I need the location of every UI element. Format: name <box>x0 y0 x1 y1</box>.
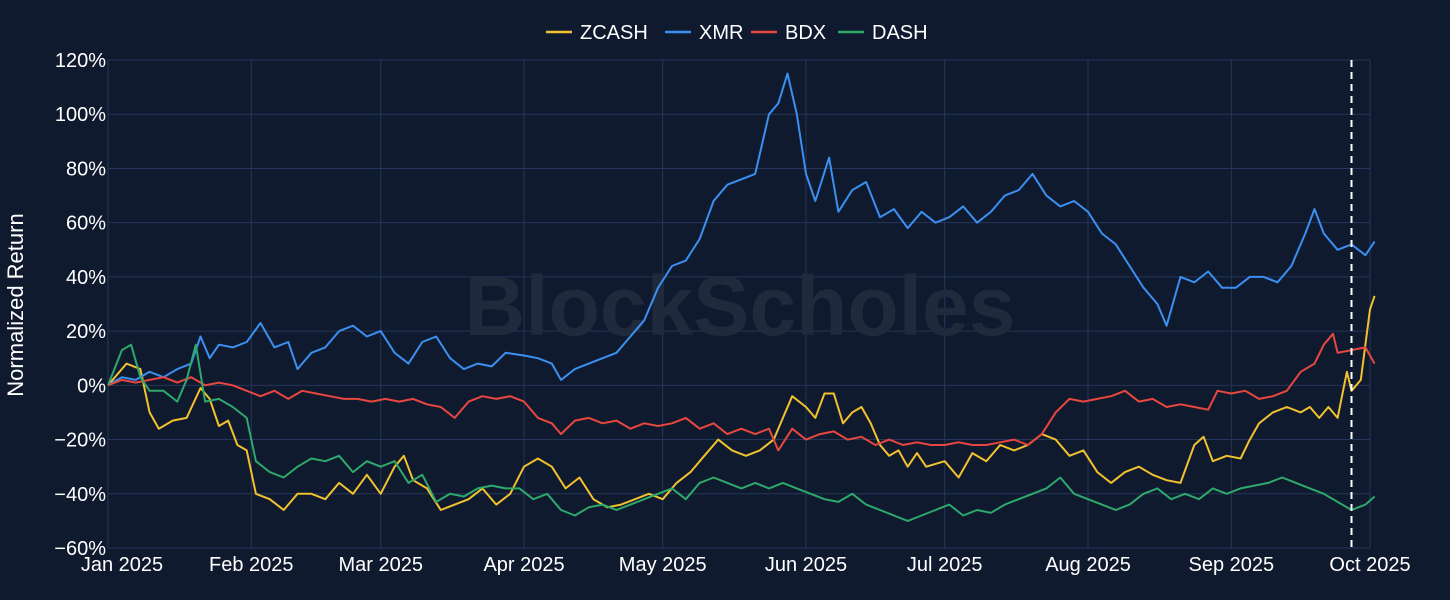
legend-label: XMR <box>699 22 743 44</box>
y-tick-label: 100% <box>55 104 106 126</box>
legend-item-bdx[interactable]: BDX <box>751 22 826 44</box>
legend: ZCASH XMR BDX DASH <box>546 22 928 44</box>
x-tick-label: Jun 2025 <box>765 554 847 576</box>
y-axis-title: Normalized Return <box>3 213 28 396</box>
legend-item-dash[interactable]: DASH <box>838 22 928 44</box>
legend-item-zcash[interactable]: ZCASH <box>546 22 648 44</box>
y-tick-label: 40% <box>66 267 106 289</box>
y-axis-tick-labels: −60% −40% −20% 0% 20% 40% 60% 80% 100% 120% <box>54 50 106 560</box>
y-tick-label: 0% <box>77 375 106 397</box>
horizontal-grid-lines <box>108 59 1370 549</box>
series-line-zcash <box>107 295 1376 511</box>
vertical-grid-lines <box>107 60 1371 548</box>
legend-label: BDX <box>785 22 826 44</box>
x-tick-label: Feb 2025 <box>209 554 294 576</box>
x-tick-label: Oct 2025 <box>1329 554 1410 576</box>
y-tick-label: 120% <box>55 50 106 72</box>
legend-label: DASH <box>872 22 928 44</box>
x-tick-label: Jul 2025 <box>907 554 983 576</box>
x-tick-label: Apr 2025 <box>483 554 564 576</box>
y-tick-label: 60% <box>66 213 106 235</box>
y-tick-label: −60% <box>54 538 106 560</box>
y-tick-label: 80% <box>66 158 106 180</box>
series-lines <box>107 72 1376 522</box>
x-tick-label: May 2025 <box>619 554 707 576</box>
series-line-dash <box>107 343 1376 522</box>
x-tick-label: Sep 2025 <box>1188 554 1274 576</box>
legend-item-xmr[interactable]: XMR <box>665 22 743 44</box>
y-tick-label: −40% <box>54 484 106 506</box>
legend-label: ZCASH <box>580 22 648 44</box>
y-tick-label: −20% <box>54 430 106 452</box>
x-axis-tick-labels: Jan 2025 Feb 2025 Mar 2025 Apr 2025 May 2025… <box>81 554 1411 576</box>
x-tick-label: Mar 2025 <box>338 554 423 576</box>
series-line-xmr <box>107 72 1376 387</box>
x-tick-label: Aug 2025 <box>1045 554 1131 576</box>
y-tick-label: 20% <box>66 321 106 343</box>
series-line-bdx <box>107 332 1376 452</box>
x-tick-label: Jan 2025 <box>81 554 163 576</box>
watermark-text: BlockScholes <box>465 259 1016 353</box>
